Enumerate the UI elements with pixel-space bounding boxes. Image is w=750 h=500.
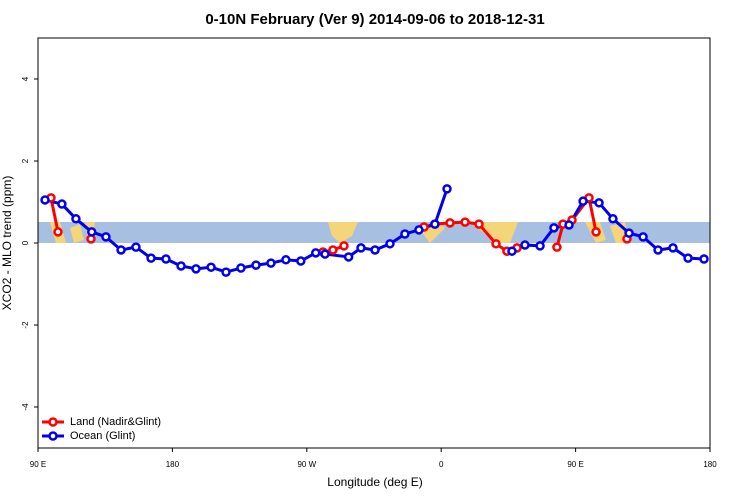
x-tick-label: 90 E (567, 460, 583, 469)
point (161, 254, 171, 264)
point (87, 227, 97, 237)
legend-label: Land (Nadir&Glint) (70, 416, 161, 428)
point (385, 239, 395, 249)
point (328, 245, 338, 255)
point (146, 253, 156, 263)
point (683, 253, 693, 263)
y-tick-label: 0 (21, 240, 30, 245)
point (430, 219, 440, 229)
point (460, 217, 470, 227)
point (206, 262, 216, 272)
point (53, 227, 63, 237)
point (591, 227, 601, 237)
point (668, 243, 678, 253)
point (578, 196, 588, 206)
y-tick-label: 2 (21, 158, 30, 163)
point (445, 218, 455, 228)
point (101, 232, 111, 242)
point (131, 242, 141, 252)
point (191, 264, 201, 274)
point (221, 267, 231, 277)
point (564, 220, 574, 230)
point (624, 228, 634, 238)
legend-label: Ocean (Glint) (70, 430, 135, 442)
point (474, 219, 484, 229)
x-tick-label: 90 W (297, 460, 316, 469)
point (491, 239, 501, 249)
point (57, 199, 67, 209)
y-axis-label: XCO2 - MLO trend (ppm) (0, 176, 14, 311)
y-tick-label: 4 (21, 76, 30, 81)
ocean-band (38, 222, 710, 243)
land-shape (420, 222, 445, 243)
point (535, 241, 545, 251)
point (638, 232, 648, 242)
point (296, 256, 306, 266)
land-shapes (50, 222, 630, 243)
point (414, 225, 424, 235)
legend-marker (48, 417, 58, 427)
point (116, 245, 126, 255)
point (339, 241, 349, 251)
point (281, 255, 291, 265)
point (356, 243, 366, 253)
point (400, 229, 410, 239)
x-tick-label: 180 (703, 460, 717, 469)
x-tick-label: 90 E (30, 460, 46, 469)
chart-title: 0-10N February (Ver 9) 2014-09-06 to 201… (205, 11, 544, 28)
point (594, 198, 604, 208)
x-tick-label: 180 (166, 460, 180, 469)
x-axis-label: Longitude (deg E) (327, 475, 422, 489)
x-tick-label: 0 (439, 460, 444, 469)
point (552, 242, 562, 252)
point (176, 261, 186, 271)
point (520, 240, 530, 250)
point (653, 245, 663, 255)
map-band (38, 222, 710, 243)
point (507, 246, 517, 256)
point (699, 254, 709, 264)
point (608, 214, 618, 224)
y-tick-label: -2 (21, 321, 30, 329)
point (442, 184, 452, 194)
point (40, 195, 50, 205)
y-tick-label: -4 (21, 403, 30, 411)
point (370, 245, 380, 255)
point (251, 260, 261, 270)
point (236, 263, 246, 273)
point (549, 223, 559, 233)
legend-marker (48, 431, 58, 441)
point (343, 252, 354, 262)
land-shape (328, 222, 358, 243)
point (266, 258, 276, 268)
point (311, 248, 321, 258)
land-shape (70, 224, 84, 243)
point (71, 214, 81, 224)
point (320, 249, 330, 259)
